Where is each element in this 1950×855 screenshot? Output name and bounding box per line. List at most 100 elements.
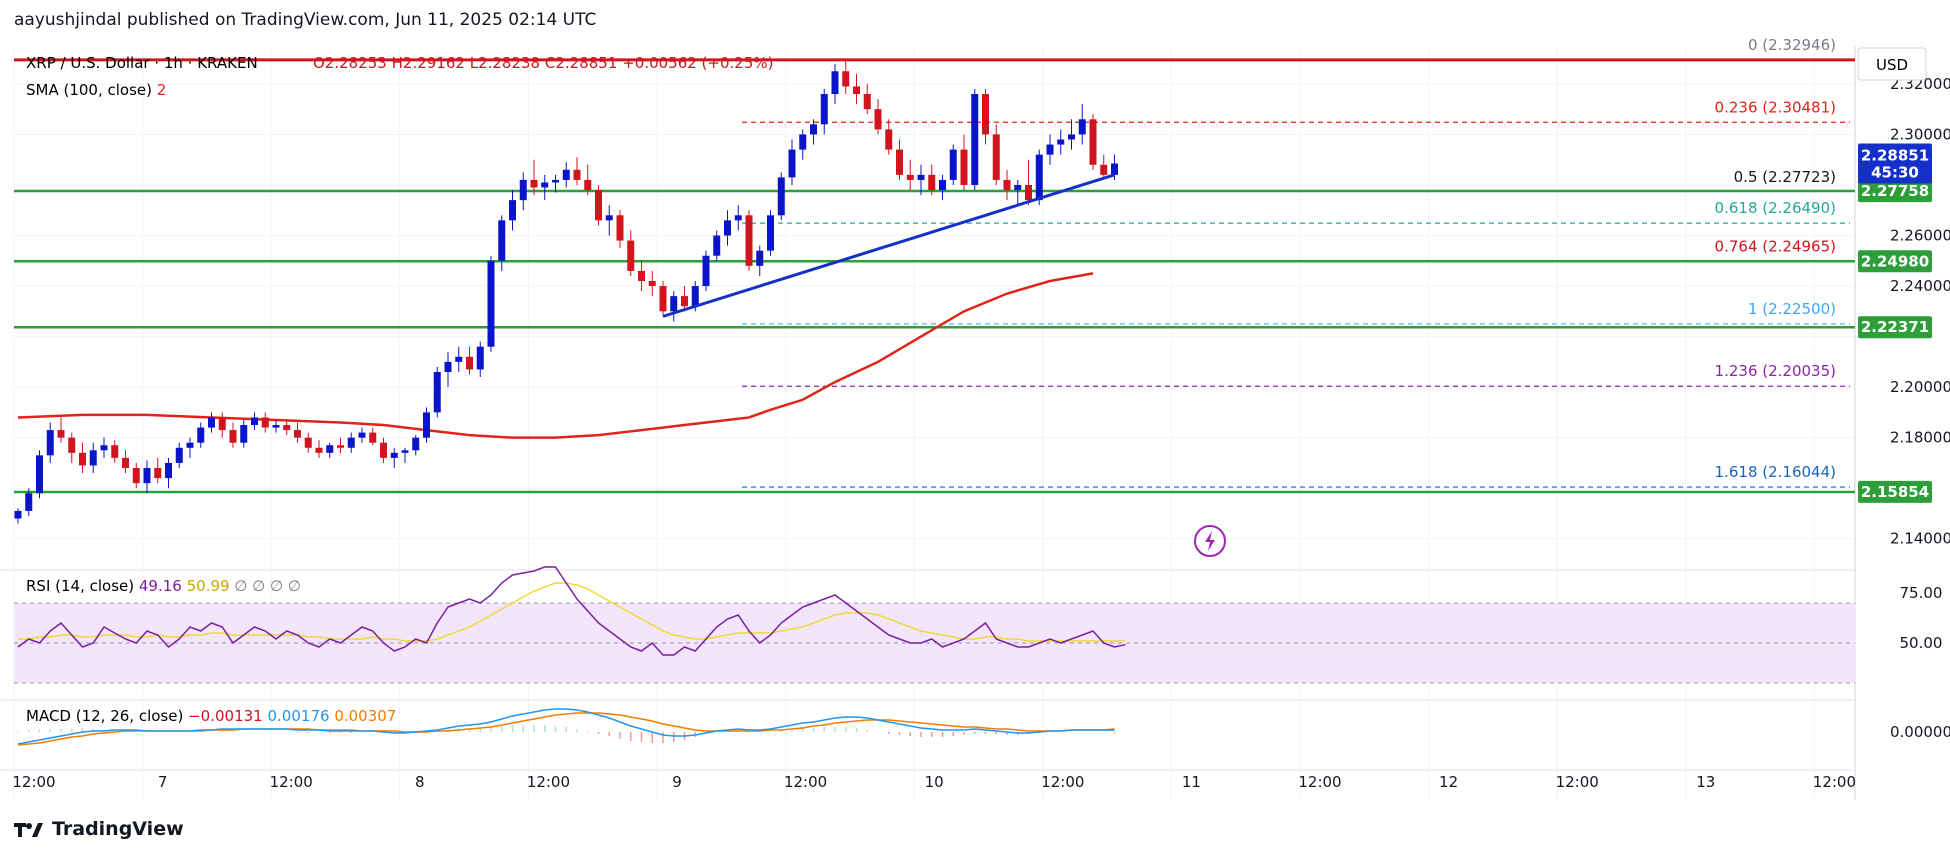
price-tick: 2.26000 (1890, 227, 1950, 245)
candle (745, 215, 753, 266)
candle (412, 437, 420, 451)
time-tick: 12 (1439, 773, 1458, 791)
candle (831, 71, 839, 95)
candle (1100, 164, 1108, 175)
price-tick: 2.30000 (1890, 125, 1950, 143)
candle (627, 240, 635, 271)
price-tick: 2.20000 (1890, 378, 1950, 396)
tradingview-logo[interactable]: TradingView (14, 818, 184, 840)
price-tick: 2.24000 (1890, 277, 1950, 295)
candle (734, 215, 742, 221)
fib-lines (742, 121, 1850, 488)
candle (186, 442, 194, 448)
candle (197, 427, 205, 443)
time-tick: 13 (1696, 773, 1715, 791)
rsi-ma-line (18, 582, 1126, 642)
candle (810, 124, 817, 135)
fib-label: 1 (2.22500) (1748, 300, 1836, 318)
candle (874, 109, 882, 130)
candle (584, 179, 592, 191)
candle (713, 235, 721, 256)
chart-canvas[interactable]: 0 (2.32946) 0.236 (2.30481) 0.5 (2.27723) 0… (0, 0, 1950, 810)
publish-info: aayushjindal published on TradingView.co… (14, 10, 597, 30)
currency-label: USD (1876, 56, 1908, 74)
candle (1089, 119, 1097, 165)
macd-line (17, 708, 1115, 745)
rsi-tick: 50.00 (1900, 634, 1943, 652)
time-tick: 12:00 (1298, 773, 1341, 791)
chart-grid (0, 46, 1856, 800)
time-tick: 7 (158, 773, 168, 791)
candle (659, 286, 667, 312)
candle (261, 417, 269, 428)
candle (347, 437, 355, 448)
candle (283, 425, 291, 431)
candle (315, 447, 323, 453)
candle (906, 174, 914, 180)
time-axis: 12:00 7 12:00 8 12:00 9 12:00 10 12:00 11 12:00 12 1… (0, 769, 1856, 791)
candles (14, 58, 1118, 524)
candle (154, 467, 162, 479)
candle (853, 86, 860, 95)
time-tick: 11 (1182, 773, 1201, 791)
trendline-support (662, 173, 1115, 318)
candle (294, 430, 301, 438)
fib-labels: 0 (2.32946) 0.236 (2.30481) 0.5 (2.27723) 0… (1715, 36, 1836, 481)
candle (68, 437, 76, 453)
time-tick: 10 (925, 773, 944, 791)
horizontal-levels (14, 58, 1855, 494)
macd-lines (17, 708, 1116, 746)
trendline (662, 173, 1115, 318)
candle (390, 452, 398, 458)
candle (218, 417, 226, 431)
candle (208, 417, 215, 428)
candle (992, 134, 1000, 180)
price-level-badge (1858, 480, 1932, 503)
tradingview-logo-icon (14, 823, 43, 837)
legend-ohlc: O2.28253 H2.29162 L2.28238 C2.28851 +0.0… (313, 54, 773, 72)
candle (519, 179, 527, 201)
candle (358, 432, 366, 438)
candle (444, 361, 452, 372)
rsi-tick: 75.00 (1900, 584, 1943, 602)
brand-name: TradingView (52, 818, 184, 840)
candle (1068, 134, 1075, 140)
price-tick: 2.14000 (1890, 530, 1950, 548)
current-price-badge (1858, 143, 1932, 184)
sma-line (17, 272, 1094, 439)
macd-legend: MACD (12, 26, close) −0.00131 0.00176 0.… (26, 707, 396, 725)
candle (509, 200, 516, 221)
candle (1003, 179, 1011, 191)
candle (777, 177, 785, 216)
candle (369, 432, 377, 443)
candle (982, 94, 989, 135)
candle (605, 215, 613, 221)
candle (1025, 184, 1032, 201)
candle (36, 455, 43, 494)
price-level-label: 2.24980 (1861, 252, 1929, 270)
lightning-icon[interactable] (1194, 525, 1226, 557)
candle (111, 445, 119, 458)
price-axis: 2.320002.300002.260002.240002.200002.180… (1858, 75, 1950, 741)
macd-tick: 0.00000 (1890, 723, 1950, 741)
sma-100-line (17, 272, 1094, 439)
price-level-label: 2.27758 (1861, 182, 1929, 200)
rsi-line (17, 566, 1126, 656)
time-tick: 9 (672, 773, 682, 791)
rsi-lines (17, 566, 1126, 656)
candle (272, 425, 280, 428)
fib-label: 1.618 (2.16044) (1715, 463, 1836, 481)
rsi-legend: RSI (14, close) 49.16 50.99 ∅ ∅ ∅ ∅ (26, 577, 301, 595)
candle (143, 467, 151, 484)
candle (885, 129, 893, 150)
currency-button[interactable] (1857, 47, 1927, 81)
candle (691, 286, 699, 307)
candle (25, 493, 33, 511)
candle (1057, 139, 1065, 145)
candle (928, 174, 936, 191)
candle (541, 182, 549, 188)
time-tick: 12:00 (1556, 773, 1599, 791)
fib-label: 0.764 (2.24965) (1715, 238, 1836, 256)
candle (530, 179, 538, 188)
candle (595, 190, 602, 221)
